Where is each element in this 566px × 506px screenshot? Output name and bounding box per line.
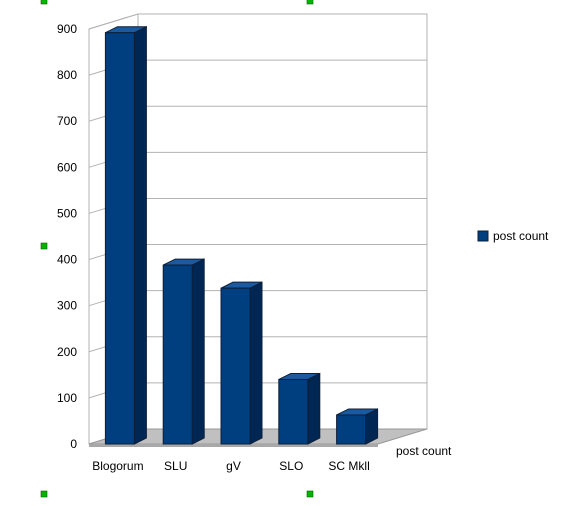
y-tick-label: 100 bbox=[57, 391, 77, 405]
legend-swatch bbox=[477, 230, 489, 242]
bar bbox=[162, 258, 205, 445]
bar-side bbox=[191, 258, 205, 445]
floor-edge bbox=[89, 444, 378, 447]
bar bbox=[104, 25, 147, 445]
y-tick-label: 500 bbox=[57, 206, 77, 220]
y-tick-label: 600 bbox=[57, 160, 77, 174]
resize-handle-icon[interactable] bbox=[40, 490, 48, 498]
bar bbox=[336, 408, 379, 445]
x-tick-label: SLO bbox=[279, 459, 303, 473]
resize-handle-icon[interactable] bbox=[306, 490, 314, 498]
bar-side bbox=[133, 25, 147, 445]
selection-handles[interactable] bbox=[40, 0, 314, 498]
bar-front bbox=[220, 287, 251, 445]
y-tick-label: 0 bbox=[70, 437, 77, 451]
bar-front bbox=[336, 414, 367, 445]
bar-front bbox=[162, 264, 193, 445]
resize-handle-icon[interactable] bbox=[40, 242, 48, 250]
legend-label: post count bbox=[493, 229, 549, 243]
y-tick-label: 700 bbox=[57, 114, 77, 128]
bar-side bbox=[307, 372, 321, 445]
resize-handle-icon[interactable] bbox=[306, 0, 314, 5]
x-tick-label: SC Mkll bbox=[328, 459, 369, 473]
y-tick-label: 300 bbox=[57, 299, 77, 313]
gridline bbox=[88, 13, 427, 30]
y-axis: 0 100 200 300 400 500 600 700 800 900 bbox=[57, 22, 77, 451]
x-tick-label: SLU bbox=[164, 459, 187, 473]
y-tick-label: 400 bbox=[57, 253, 77, 267]
y-tick-label: 800 bbox=[57, 68, 77, 82]
x-tick-label: gV bbox=[226, 459, 241, 473]
bar bbox=[220, 281, 263, 445]
bar-side bbox=[249, 281, 263, 445]
resize-handle-icon[interactable] bbox=[40, 0, 48, 5]
x-axis: Blogorum SLU gV SLO SC Mkll bbox=[92, 459, 370, 473]
y-tick-label: 900 bbox=[57, 22, 77, 36]
y-tick-label: 200 bbox=[57, 345, 77, 359]
bars bbox=[104, 25, 379, 445]
bar-front bbox=[278, 378, 309, 445]
bar-front bbox=[104, 32, 135, 445]
legend[interactable]: post count bbox=[477, 229, 549, 243]
x-tick-label: Blogorum bbox=[92, 459, 143, 473]
bar bbox=[278, 372, 321, 445]
depth-axis-label: post count bbox=[396, 444, 452, 458]
depth-axis: post count bbox=[396, 444, 452, 458]
